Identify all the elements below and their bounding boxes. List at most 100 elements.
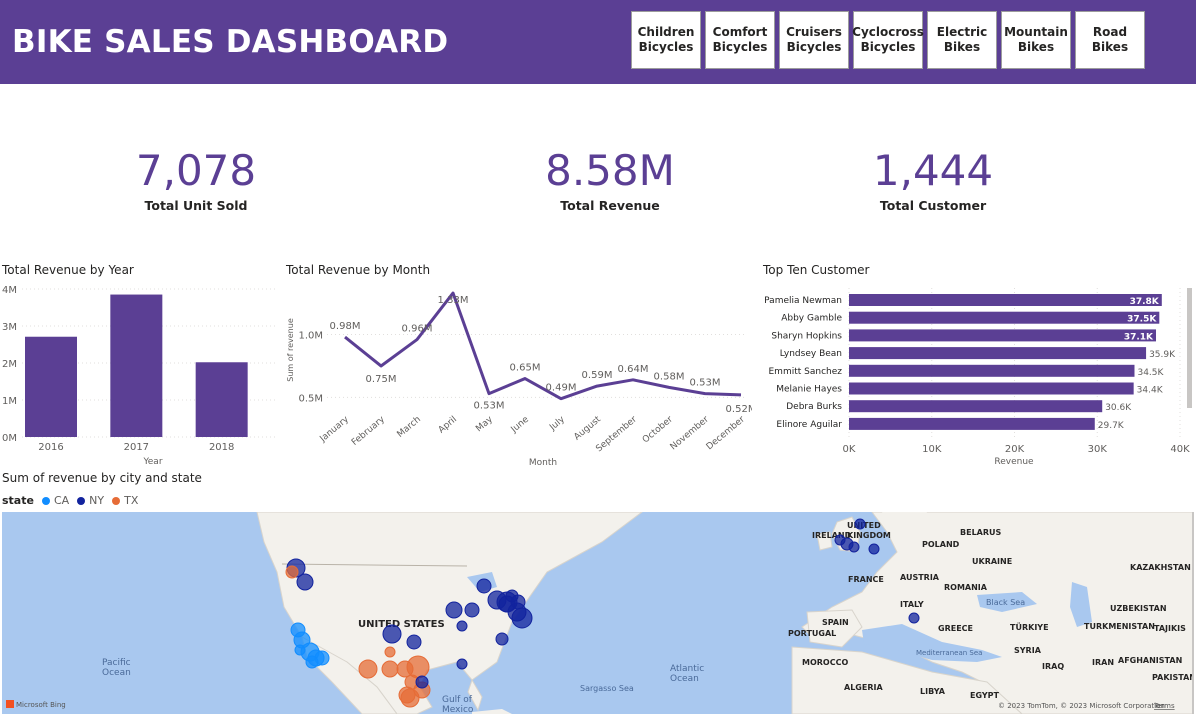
bar-2018[interactable]: [195, 362, 248, 437]
revenue-bubble[interactable]: [384, 646, 396, 658]
revenue-bubble[interactable]: [476, 578, 492, 594]
line-point[interactable]: [378, 363, 384, 369]
y-tick-label: 3M: [2, 322, 17, 333]
revenue-line[interactable]: [344, 291, 742, 401]
x-axis-title: Month: [529, 458, 557, 468]
map-label: TÜRKIYE: [1010, 622, 1049, 632]
map-label: Sargasso Sea: [580, 684, 634, 693]
tx-dot-icon: [112, 496, 121, 505]
chart-scrollbar[interactable]: [1187, 288, 1192, 408]
map-title: Sum of revenue by city and state: [2, 471, 202, 485]
slicer-electric-button[interactable]: Electric Bikes: [927, 11, 997, 69]
y-tick-label: 0.5M: [298, 393, 323, 404]
map-label: ROMANIA: [944, 583, 988, 592]
slicer-label: Children: [637, 25, 695, 39]
y-tick-label: 0M: [2, 433, 17, 444]
x-tick-label: July: [547, 414, 567, 433]
line-point[interactable]: [558, 396, 564, 402]
customer-bar[interactable]: [849, 364, 1135, 377]
revenue-bubble[interactable]: [456, 658, 468, 670]
slicer-road-button[interactable]: Road Bikes: [1075, 11, 1145, 69]
slicer-label: Comfort: [712, 25, 768, 39]
revenue-bubble[interactable]: [445, 601, 463, 619]
customer-bar[interactable]: [849, 311, 1160, 324]
revenue-bubble[interactable]: [400, 688, 420, 708]
revenue-bubble[interactable]: [495, 632, 509, 646]
legend-ny[interactable]: NY: [89, 494, 105, 507]
customer-bar[interactable]: [849, 329, 1157, 342]
data-label: 34.5K: [1137, 368, 1164, 378]
y-axis-title: Sum of revenue: [286, 318, 295, 382]
data-label: 0.49M: [546, 383, 577, 394]
line-point[interactable]: [342, 334, 348, 340]
x-tick-label: 2016: [38, 442, 63, 453]
map-label: SPAIN: [822, 618, 849, 627]
revenue-bubble[interactable]: [382, 624, 402, 644]
map-bubbles[interactable]: [285, 518, 920, 708]
line-point[interactable]: [666, 384, 672, 390]
data-label: 29.7K: [1098, 421, 1125, 431]
revenue-bubble[interactable]: [848, 541, 860, 553]
line-point[interactable]: [702, 391, 708, 397]
line-point[interactable]: [486, 391, 492, 397]
customer-name: Pamelia Newman: [764, 296, 842, 306]
map-label: EGYPT: [970, 691, 1000, 700]
revenue-bubble[interactable]: [381, 660, 399, 678]
x-tick-label: 10K: [922, 444, 942, 455]
revenue-map[interactable]: UNITED STATES Pacific Ocean Atlantic Ocean Gu…: [2, 512, 1194, 714]
legend-ca[interactable]: CA: [53, 494, 70, 507]
revenue-bubble[interactable]: [294, 644, 306, 656]
line-point[interactable]: [594, 383, 600, 389]
year-chart-title: Total Revenue by Year: [2, 263, 134, 277]
terms-link[interactable]: Terms: [1153, 702, 1175, 710]
revenue-bubble[interactable]: [305, 655, 319, 669]
map-attribution: © 2023 TomTom, © 2023 Microsoft Corporat…: [998, 702, 1165, 710]
slicer-comfort-button[interactable]: Comfort Bicycles: [705, 11, 775, 69]
slicer-children-button[interactable]: Children Bicycles: [631, 11, 701, 69]
data-label: 34.4K: [1137, 386, 1164, 396]
map-canvas[interactable]: UNITED STATES Pacific Ocean Atlantic Ocean Gu…: [2, 512, 1194, 714]
customer-bar[interactable]: [849, 400, 1103, 413]
line-point[interactable]: [414, 337, 420, 343]
slicer-label: Bicycles: [638, 40, 694, 54]
line-point[interactable]: [738, 392, 744, 398]
legend-tx[interactable]: TX: [124, 494, 139, 507]
map-label: IRAN: [1092, 658, 1114, 667]
revenue-bubble[interactable]: [854, 518, 866, 530]
revenue-bubble[interactable]: [464, 602, 480, 618]
bar-2017[interactable]: [110, 294, 163, 437]
revenue-by-year-chart: 0M 1M 2M 3M 4M 2016 2017 2018 Year: [2, 285, 278, 467]
y-tick-label: 2M: [2, 359, 17, 370]
header-bar: BIKE SALES DASHBOARD Children Bicycles Com…: [0, 0, 1196, 84]
revenue-bubble[interactable]: [406, 634, 422, 650]
customer-name: Debra Burks: [786, 402, 842, 412]
customer-bar[interactable]: [849, 417, 1095, 430]
revenue-bubble[interactable]: [868, 543, 880, 555]
customer-name: Sharyn Hopkins: [771, 331, 842, 341]
slicer-label: Bicycles: [786, 40, 842, 54]
line-point[interactable]: [522, 376, 528, 382]
customer-bar[interactable]: [849, 347, 1147, 360]
revenue-bubble[interactable]: [415, 675, 429, 689]
kpi-value: 1,444: [872, 146, 994, 195]
bar-2016[interactable]: [25, 336, 77, 437]
customer-bar[interactable]: [849, 382, 1134, 395]
revenue-bubble[interactable]: [296, 573, 314, 591]
revenue-bubble[interactable]: [510, 594, 526, 610]
map-scrollbar[interactable]: [1192, 512, 1194, 714]
black-sea: [977, 592, 1037, 612]
line-point[interactable]: [630, 377, 636, 383]
slicer-mountain-button[interactable]: Mountain Bikes: [1001, 11, 1071, 69]
slicer-cyclocross-button[interactable]: Cyclocross Bicycles: [852, 11, 924, 69]
map-label: PORTUGAL: [788, 629, 836, 638]
map-label: Pacific Ocean: [102, 658, 131, 678]
slicer-label: Bikes: [943, 40, 981, 54]
customer-bar[interactable]: [849, 294, 1162, 306]
slicer-cruisers-button[interactable]: Cruisers Bicycles: [779, 11, 849, 69]
revenue-bubble[interactable]: [456, 620, 468, 632]
revenue-bubble[interactable]: [358, 659, 378, 679]
revenue-bubble[interactable]: [511, 607, 533, 629]
x-tick-label: August: [572, 414, 603, 442]
revenue-bubble[interactable]: [908, 612, 920, 624]
revenue-bubble[interactable]: [285, 565, 299, 579]
